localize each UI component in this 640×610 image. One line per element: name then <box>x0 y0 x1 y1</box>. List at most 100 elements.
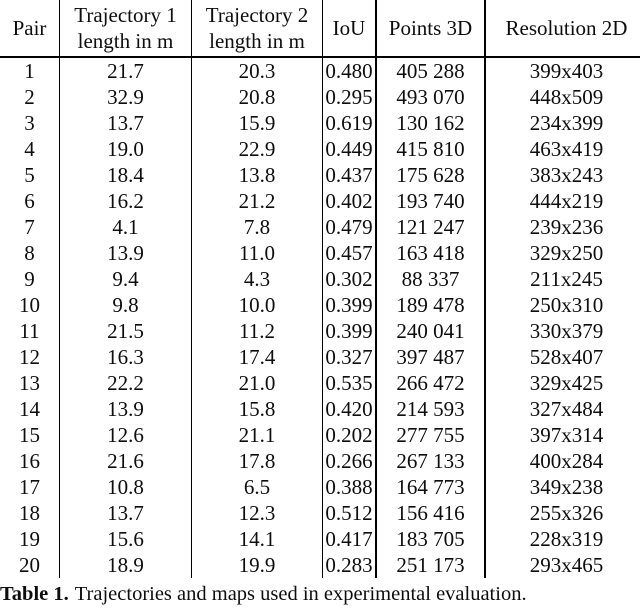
cell-points-3d: 251 173 <box>376 552 486 578</box>
cell-iou: 0.295 <box>322 84 377 110</box>
table-row: 4 19.0 22.9 0.449 415 810 463x419 <box>0 136 640 162</box>
cell-pair: 9 <box>0 266 60 292</box>
cell-trajectory-2-length: 22.9 <box>191 136 323 162</box>
cell-trajectory-1-length: 32.9 <box>59 84 192 110</box>
col-header-pair: Pair <box>0 0 60 58</box>
cell-trajectory-2-length: 13.8 <box>191 162 323 188</box>
cell-points-3d: 88 337 <box>376 266 486 292</box>
col-header-resolution-2d: Resolution 2D <box>485 0 640 58</box>
cell-trajectory-1-length: 19.0 <box>59 136 192 162</box>
cell-iou: 0.420 <box>322 396 377 422</box>
cell-trajectory-2-length: 10.0 <box>191 292 323 318</box>
cell-resolution-2d: 250x310 <box>529 293 604 317</box>
cell-trajectory-2-length: 4.3 <box>191 266 323 292</box>
cell-pair: 3 <box>0 110 60 136</box>
cell-iou: 0.437 <box>322 162 377 188</box>
cell-resolution-2d: 329x250 <box>529 241 604 265</box>
cell-resolution-2d: 211x245 <box>530 267 603 291</box>
cell-points-3d: 183 705 <box>376 526 486 552</box>
table-row: 1 21.7 20.3 0.480 405 288 399x403 <box>0 57 640 84</box>
cell-trajectory-1-length: 13.9 <box>59 396 192 422</box>
cell-iou: 0.202 <box>322 422 377 448</box>
col-header-trajectory-1-line1: Trajectory 1 <box>74 3 177 27</box>
table-row: 8 13.9 11.0 0.457 163 418 329x250 <box>0 240 640 266</box>
cell-resolution-2d: 327x484 <box>529 397 604 421</box>
cell-iou: 0.302 <box>322 266 377 292</box>
caption-label: Table 1. <box>0 583 69 605</box>
cell-points-3d: 267 133 <box>376 448 486 474</box>
cell-pair: 5 <box>0 162 60 188</box>
cell-iou: 0.449 <box>322 136 377 162</box>
table-row: 14 13.9 15.8 0.420 214 593 327x484 <box>0 396 640 422</box>
table-row: 15 12.6 21.1 0.202 277 755 397x314 <box>0 422 640 448</box>
cell-pair: 10 <box>0 292 60 318</box>
cell-points-3d: 277 755 <box>376 422 486 448</box>
cell-trajectory-1-length: 9.4 <box>59 266 192 292</box>
table-row: 7 4.1 7.8 0.479 121 247 239x236 <box>0 214 640 240</box>
col-header-trajectory-2-line1: Trajectory 2 <box>205 3 309 27</box>
cell-pair: 17 <box>0 474 60 500</box>
cell-trajectory-1-length: 18.9 <box>59 552 192 578</box>
cell-trajectory-1-length: 21.7 <box>59 57 192 84</box>
cell-pair: 16 <box>0 448 60 474</box>
cell-points-3d: 415 810 <box>376 136 486 162</box>
cell-trajectory-2-length: 15.9 <box>191 110 323 136</box>
cell-trajectory-1-length: 13.7 <box>59 500 192 526</box>
cell-resolution-2d: 255x326 <box>529 501 604 525</box>
table-row: 2 32.9 20.8 0.295 493 070 448x509 <box>0 84 640 110</box>
table-row: 6 16.2 21.2 0.402 193 740 444x219 <box>0 188 640 214</box>
col-header-points-3d: Points 3D <box>376 0 486 58</box>
cell-trajectory-2-length: 11.0 <box>191 240 323 266</box>
cell-points-3d: 164 773 <box>376 474 486 500</box>
caption-text: Trajectories and maps used in experiment… <box>74 583 527 605</box>
cell-resolution-2d: 444x219 <box>529 189 604 213</box>
col-header-iou: IoU <box>322 0 377 58</box>
cell-trajectory-1-length: 22.2 <box>59 370 192 396</box>
cell-iou: 0.402 <box>322 188 377 214</box>
cell-iou: 0.479 <box>322 214 377 240</box>
cell-iou: 0.327 <box>322 344 377 370</box>
cell-trajectory-2-length: 19.9 <box>191 552 323 578</box>
cell-pair: 12 <box>0 344 60 370</box>
cell-pair: 6 <box>0 188 60 214</box>
cell-iou: 0.417 <box>322 526 377 552</box>
cell-iou: 0.266 <box>322 448 377 474</box>
cell-iou: 0.457 <box>322 240 377 266</box>
cell-pair: 4 <box>0 136 60 162</box>
cell-trajectory-2-length: 12.3 <box>191 500 323 526</box>
table-body: 1 21.7 20.3 0.480 405 288 399x403 2 32.9 20.8 0.2… <box>0 57 640 578</box>
cell-trajectory-1-length: 16.3 <box>59 344 192 370</box>
cell-trajectory-1-length: 4.1 <box>59 214 192 240</box>
cell-trajectory-2-length: 11.2 <box>191 318 323 344</box>
table-row: 19 15.6 14.1 0.417 183 705 228x319 <box>0 526 640 552</box>
cell-trajectory-2-length: 6.5 <box>191 474 323 500</box>
table-row: 3 13.7 15.9 0.619 130 162 234x399 <box>0 110 640 136</box>
cell-trajectory-2-length: 17.4 <box>191 344 323 370</box>
cell-resolution-2d: 397x314 <box>529 423 604 447</box>
table-row: 16 21.6 17.8 0.266 267 133 400x284 <box>0 448 640 474</box>
cell-pair: 7 <box>0 214 60 240</box>
cell-pair: 13 <box>0 370 60 396</box>
cell-pair: 19 <box>0 526 60 552</box>
cell-points-3d: 240 041 <box>376 318 486 344</box>
cell-iou: 0.512 <box>322 500 377 526</box>
table-row: 12 16.3 17.4 0.327 397 487 528x407 <box>0 344 640 370</box>
table-row: 20 18.9 19.9 0.283 251 173 293x465 <box>0 552 640 578</box>
table-row: 10 9.8 10.0 0.399 189 478 250x310 <box>0 292 640 318</box>
cell-pair: 20 <box>0 552 60 578</box>
cell-points-3d: 189 478 <box>376 292 486 318</box>
cell-pair: 2 <box>0 84 60 110</box>
cell-iou: 0.535 <box>322 370 377 396</box>
cell-points-3d: 405 288 <box>376 57 486 84</box>
cell-trajectory-1-length: 21.5 <box>59 318 192 344</box>
cell-resolution-2d: 293x465 <box>529 553 604 577</box>
cell-resolution-2d: 234x399 <box>529 111 604 135</box>
table-row: 11 21.5 11.2 0.399 240 041 330x379 <box>0 318 640 344</box>
cell-points-3d: 193 740 <box>376 188 486 214</box>
cell-points-3d: 397 487 <box>376 344 486 370</box>
cell-resolution-2d: 448x509 <box>529 85 604 109</box>
cell-resolution-2d: 399x403 <box>529 59 604 83</box>
cell-resolution-2d: 329x425 <box>529 371 604 395</box>
cell-resolution-2d: 330x379 <box>529 319 604 343</box>
cell-points-3d: 175 628 <box>376 162 486 188</box>
